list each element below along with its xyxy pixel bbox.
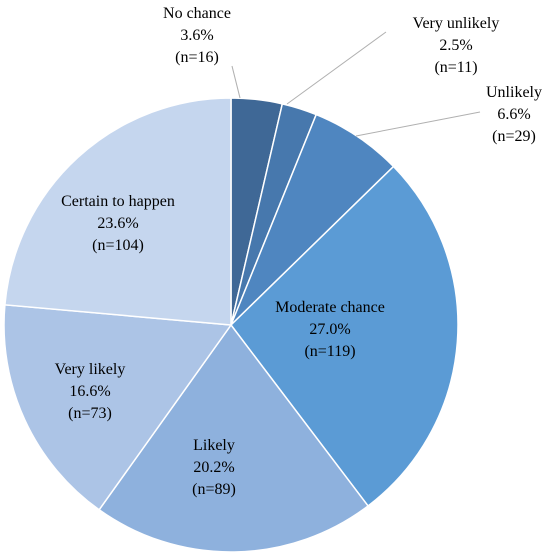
slice-count: (n=11) <box>434 59 477 76</box>
leader-lines <box>231 31 481 137</box>
slice-percent: 6.6% <box>497 106 530 123</box>
slice-percent: 2.5% <box>439 37 472 54</box>
slice-name: Unlikely <box>486 84 542 101</box>
slice-percent: 3.6% <box>180 27 213 44</box>
slice-label-certain-to-happen: Certain to happen 23.6% (n=104) <box>61 193 175 254</box>
slice-percent: 23.6% <box>97 215 138 232</box>
slice-label-no-chance: No chance 3.6% (n=16) <box>163 5 231 66</box>
slice-labels: No chance 3.6% (n=16) Very unlikely 2.5% (n=1… <box>55 5 542 498</box>
slice-count: (n=104) <box>92 237 144 254</box>
slice-percent: 27.0% <box>309 321 350 338</box>
slice-name: Likely <box>193 437 235 454</box>
pie-slices <box>3 97 459 553</box>
pie-slice-moderate-chance <box>230 165 459 508</box>
slice-percent: 20.2% <box>193 459 234 476</box>
slice-name: No chance <box>163 5 231 22</box>
slice-percent: 16.6% <box>69 383 110 400</box>
slice-label-very-unlikely: Very unlikely 2.5% (n=11) <box>413 15 500 76</box>
slice-count: (n=16) <box>175 49 219 66</box>
slice-name: Very unlikely <box>413 15 500 32</box>
leader-line-very-unlikely <box>286 31 387 105</box>
pie-slice-very-likely <box>3 303 233 511</box>
slice-name: Moderate chance <box>275 299 385 316</box>
leader-line-unlikely <box>355 111 481 137</box>
slice-label-moderate-chance: Moderate chance 27.0% (n=119) <box>275 299 385 360</box>
slice-label-unlikely: Unlikely 6.6% (n=29) <box>486 84 542 145</box>
slice-name: Very likely <box>55 361 126 378</box>
slice-count: (n=29) <box>492 128 536 145</box>
slice-count: (n=89) <box>192 481 236 498</box>
leader-line-no-chance <box>231 65 241 99</box>
slice-name: Certain to happen <box>61 193 175 210</box>
pie-slice-likely <box>98 323 370 553</box>
slice-count: (n=73) <box>68 405 112 422</box>
slice-label-likely: Likely 20.2% (n=89) <box>192 437 236 498</box>
pie-slice-certain-to-happen <box>4 97 232 326</box>
slice-label-very-likely: Very likely 16.6% (n=73) <box>55 361 126 422</box>
slice-count: (n=119) <box>304 343 355 360</box>
